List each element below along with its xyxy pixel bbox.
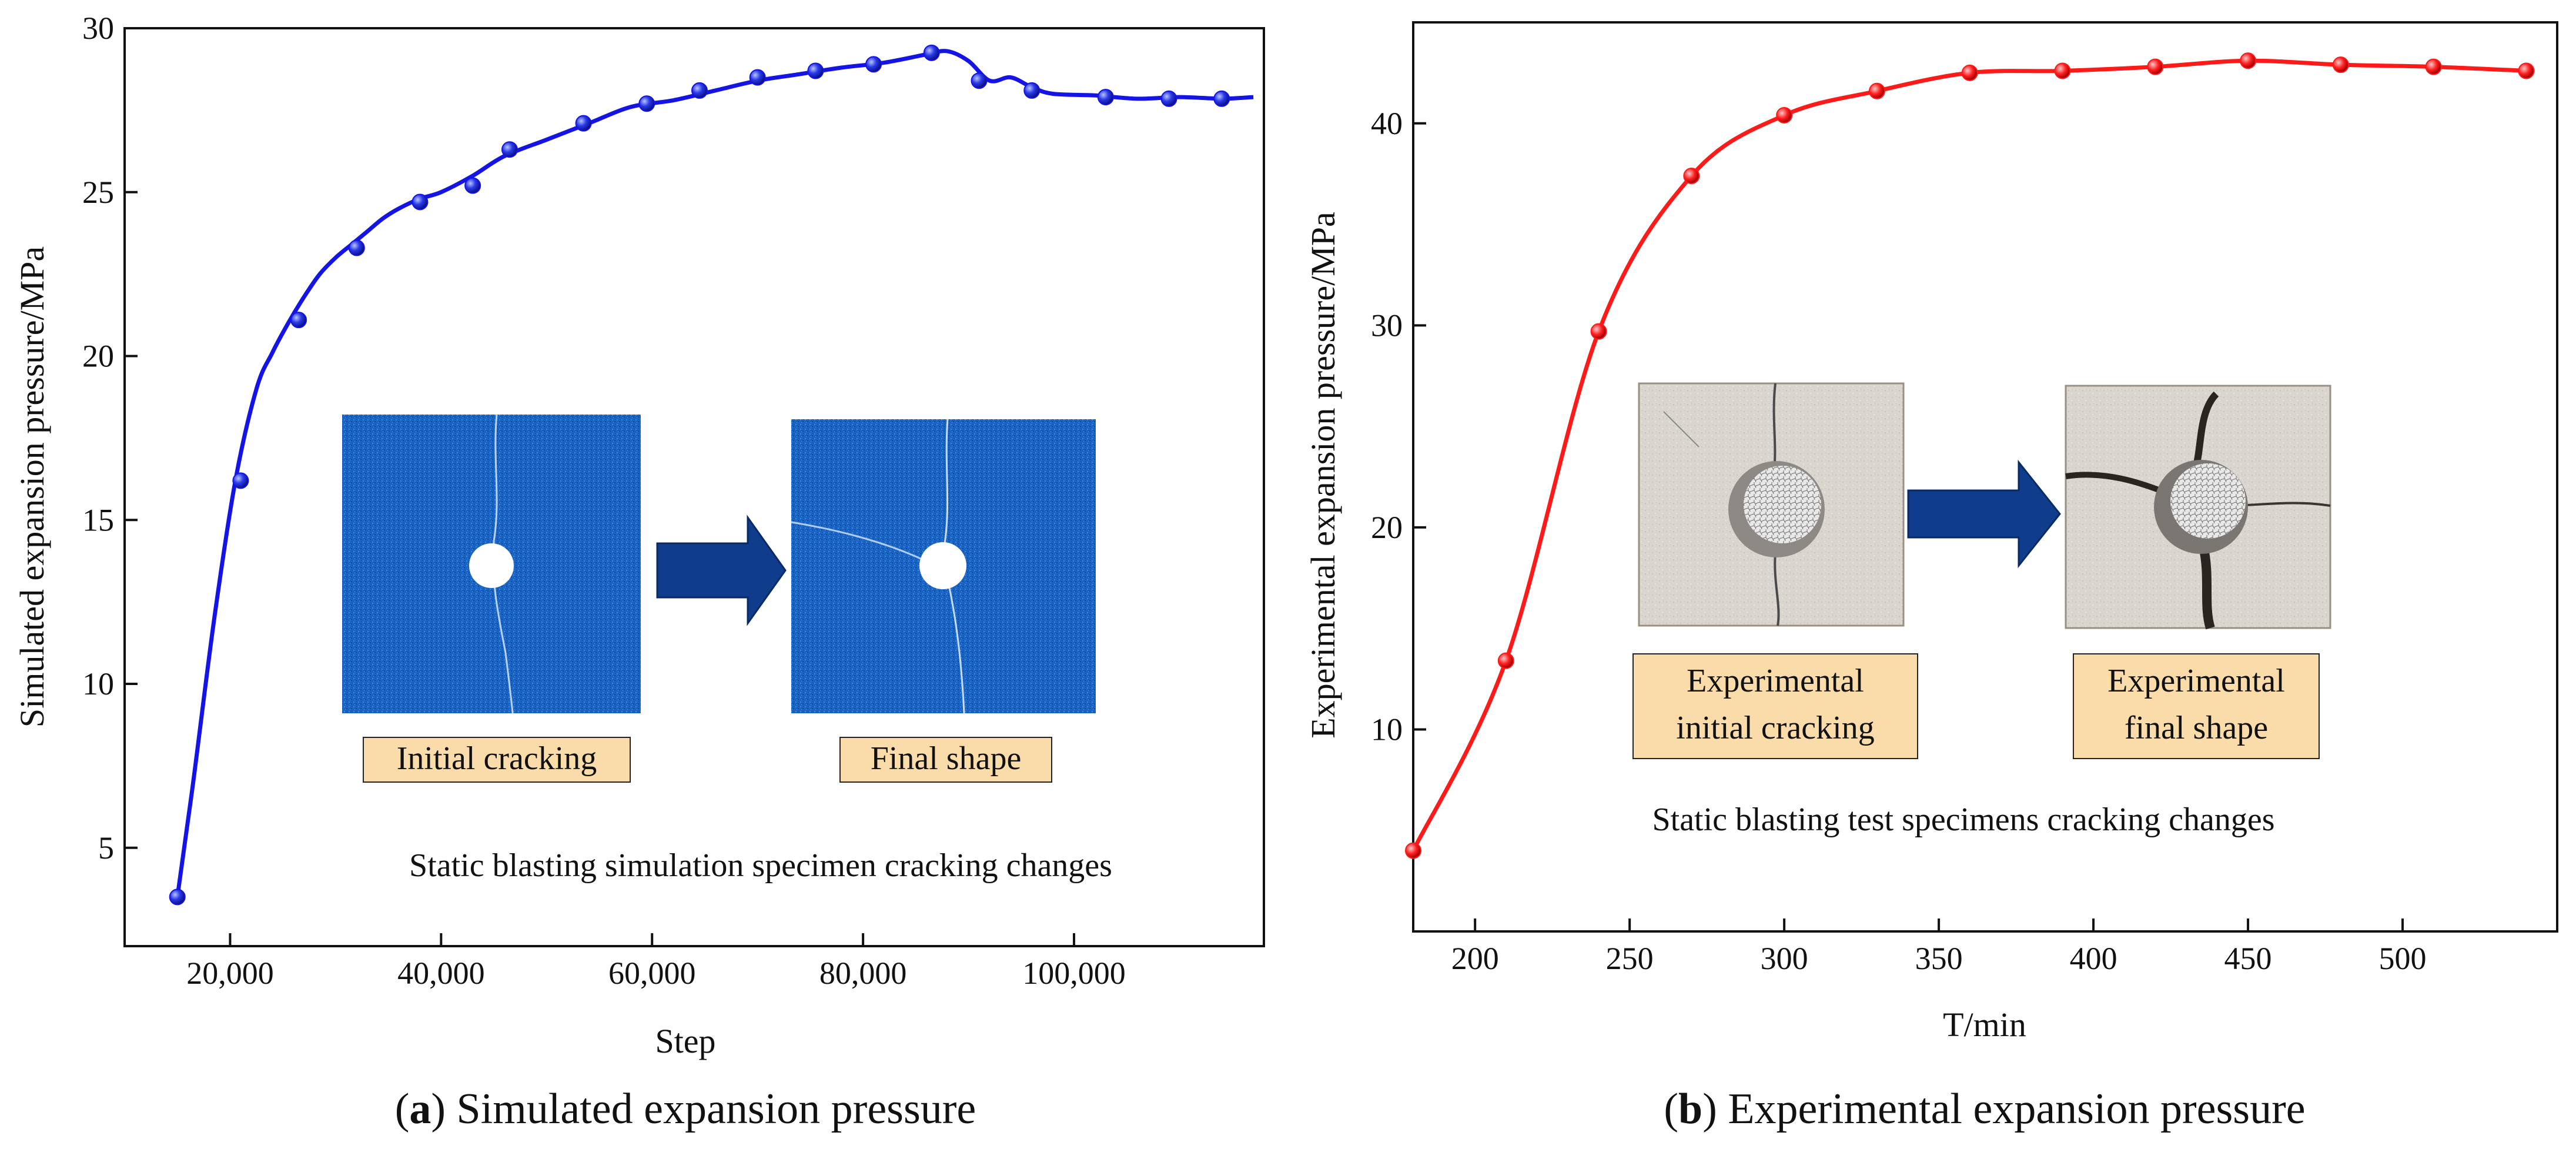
panel-a-markers <box>169 44 1230 906</box>
panel-b-axis-ticks: 200 250 300 350 400 450 500 10 20 30 40 <box>1371 106 2427 976</box>
data-point <box>865 56 882 73</box>
label-exp-final-line1: Experimental <box>2107 663 2285 699</box>
data-point <box>971 72 988 89</box>
exp-final-photo <box>2065 385 2331 630</box>
data-point <box>1961 64 1978 81</box>
series-line <box>1411 58 2527 852</box>
data-point <box>1213 90 1230 107</box>
x-tick-label: 20,000 <box>186 956 274 991</box>
label-box-exp-initial <box>1632 653 1918 759</box>
data-point <box>1160 90 1177 107</box>
x-tick-label: 250 <box>1606 941 1654 976</box>
data-point <box>2240 52 2257 69</box>
x-tick-label: 300 <box>1761 941 1808 976</box>
panel-b-xlabel: T/min <box>1943 1006 2026 1044</box>
data-point <box>2147 58 2164 75</box>
panel-b-inset: Experimental initial cracking Experiment… <box>1632 382 2331 838</box>
panel-a-plot-frame <box>123 27 1265 947</box>
data-point <box>1023 82 1041 99</box>
y-tick-label: 15 <box>82 502 114 537</box>
data-point <box>923 44 940 61</box>
panel-b-ylabel: Experimental expansion pressure/MPa <box>1304 212 1342 739</box>
y-tick-label: 30 <box>1371 308 1403 343</box>
data-point <box>575 115 592 132</box>
panel-a-caption-text: Simulated expansion pressure <box>457 1085 976 1133</box>
panel-b-caption-letter: b <box>1678 1085 1702 1133</box>
data-point <box>348 239 365 256</box>
panel-a-caption-letter: a <box>409 1085 431 1133</box>
panel-b-series-line <box>1411 58 2527 852</box>
x-tick-label: 60,000 <box>608 956 696 991</box>
data-point <box>1776 107 1793 124</box>
data-point <box>2054 62 2071 79</box>
data-point <box>1497 652 1514 669</box>
data-point <box>749 69 766 86</box>
y-tick-label: 40 <box>1371 106 1403 141</box>
label-exp-initial-line1: Experimental <box>1687 663 1864 699</box>
panel-a-ylabel: Simulated expansion pressure/MPa <box>13 246 51 727</box>
data-point <box>2425 58 2442 75</box>
sim-initial-image <box>342 414 641 714</box>
data-point <box>464 177 481 194</box>
data-point <box>169 889 186 906</box>
y-tick-label: 10 <box>82 666 114 702</box>
panel-a-caption: (a) Simulated expansion pressure <box>395 1085 976 1133</box>
y-tick-label: 20 <box>82 339 114 374</box>
series-line <box>175 49 1254 897</box>
panel-a-axis-ticks: 20,000 40,000 60,000 80,000 100,000 5 10 15 20 25… <box>82 11 1126 991</box>
panel-b-caption: (b) Experimental expansion pressure <box>1664 1085 2305 1133</box>
data-point <box>807 62 824 79</box>
y-tick-label: 30 <box>82 11 114 46</box>
data-point <box>412 193 429 211</box>
label-box-initial <box>363 737 631 783</box>
y-tick-label: 25 <box>82 175 114 210</box>
data-point <box>1405 842 1421 859</box>
y-tick-label: 10 <box>1371 712 1403 747</box>
x-tick-label: 400 <box>2070 941 2117 976</box>
data-point <box>232 472 249 489</box>
x-tick-label: 200 <box>1451 941 1499 976</box>
data-point <box>1590 323 1607 340</box>
y-tick-label: 5 <box>98 830 114 866</box>
label-initial-cracking: Initial cracking <box>397 740 597 777</box>
panel-b-inset-caption: Static blasting test specimens cracking … <box>1652 801 2274 838</box>
data-point <box>1097 89 1114 106</box>
data-point <box>501 141 518 158</box>
data-point <box>290 312 307 329</box>
x-tick-label: 350 <box>1915 941 1963 976</box>
panel-b-plot-frame <box>1412 21 2558 933</box>
panel-b: 200 250 300 350 400 450 500 10 20 30 40 <box>1304 21 2558 1133</box>
data-point <box>2332 56 2349 74</box>
data-point <box>1868 82 1885 99</box>
panel-a-inset-caption: Static blasting simulation specimen crac… <box>409 847 1112 884</box>
y-tick-label: 20 <box>1371 510 1403 545</box>
panel-b-caption-text: Experimental expansion pressure <box>1728 1085 2305 1133</box>
arrow-icon <box>1907 459 2061 569</box>
panel-a-xlabel: Step <box>655 1022 715 1060</box>
data-point <box>691 82 708 99</box>
x-tick-label: 40,000 <box>397 956 485 991</box>
x-tick-label: 100,000 <box>1022 956 1126 991</box>
label-box-final <box>839 737 1052 783</box>
panel-b-markers <box>1405 52 2535 859</box>
label-final-shape: Final shape <box>871 740 1022 777</box>
label-exp-final-line2: final shape <box>2125 710 2268 746</box>
panel-a-series-line <box>175 49 1254 897</box>
data-point <box>1683 168 1700 185</box>
label-box-exp-final <box>2073 653 2320 759</box>
x-tick-label: 450 <box>2224 941 2272 976</box>
sim-final-image <box>791 419 1096 714</box>
x-tick-label: 80,000 <box>819 956 907 991</box>
data-point <box>2518 62 2535 79</box>
exp-initial-photo <box>1638 382 1905 627</box>
data-point <box>638 95 655 112</box>
arrow-icon <box>656 515 787 626</box>
panel-a-inset: Initial cracking Final shape Static blas… <box>342 414 1112 884</box>
panel-a: 20,000 40,000 60,000 80,000 100,000 5 10 15 20 25… <box>13 11 1265 1133</box>
x-tick-label: 500 <box>2379 941 2427 976</box>
label-exp-initial-line2: initial cracking <box>1676 710 1874 746</box>
